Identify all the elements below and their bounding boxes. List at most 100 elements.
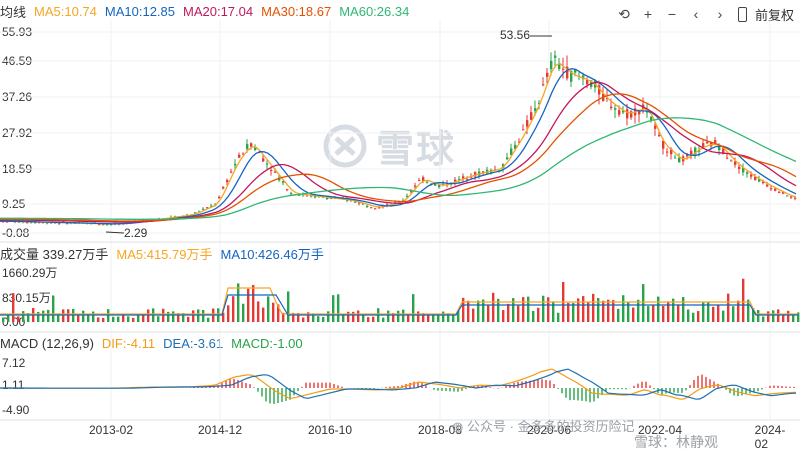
volume-bar: [577, 298, 580, 322]
adjust-toggle[interactable]: 前复权: [737, 5, 794, 24]
volume-bar: [667, 301, 670, 322]
volume-bar: [387, 310, 390, 322]
volume-bar: [27, 313, 30, 322]
chart-toolbar: ⟲ + − ‹ › 前复权: [612, 2, 794, 26]
candle-body: [542, 84, 545, 86]
candle-body: [730, 160, 733, 162]
volume-bar: [757, 310, 760, 322]
volume-bar: [487, 304, 490, 322]
candle-body: [694, 147, 697, 155]
candle-body: [366, 205, 369, 207]
volume-ma5-label: MA5:415.79万手: [116, 246, 213, 262]
candle-body: [702, 143, 705, 148]
volume-bar: [512, 298, 515, 322]
candle-body: [50, 222, 53, 224]
volume-bar: [752, 308, 755, 322]
volume-bar: [477, 300, 480, 322]
candle-body: [714, 140, 717, 143]
volume-bar: [582, 296, 585, 322]
candle-body: [658, 134, 661, 136]
volume-bar: [197, 309, 200, 322]
candle-body: [786, 195, 789, 197]
chevron-right-icon[interactable]: ›: [717, 6, 723, 22]
volume-bar: [432, 313, 435, 322]
volume-y-label: 1660.29万: [2, 266, 58, 280]
volume-bar: [642, 284, 645, 322]
candle-body: [766, 184, 769, 187]
volume-bar: [167, 311, 170, 322]
volume-bar: [47, 309, 50, 322]
candle-body: [266, 163, 269, 165]
chevron-left-icon[interactable]: ‹: [693, 6, 699, 22]
volume-bar: [242, 303, 245, 322]
volume-bar: [647, 306, 650, 322]
ma10-line: [0, 68, 797, 225]
volume-bar: [382, 317, 385, 322]
ma60-label: MA60:26.34: [339, 3, 410, 19]
volume-bar: [762, 316, 765, 322]
volume-bar: [272, 302, 275, 322]
adjust-label: 前复权: [754, 7, 794, 23]
volume-bar: [727, 293, 730, 322]
undo-icon[interactable]: ⟲: [618, 5, 630, 22]
volume-bar: [687, 309, 690, 322]
volume-bar: [697, 311, 700, 322]
volume-bar: [782, 314, 785, 322]
candle-body: [606, 98, 609, 100]
wechat-watermark: ◍ 公众号 · 金多多的投资历险记: [452, 416, 635, 435]
candle-body: [510, 148, 513, 155]
volume-bar: [77, 314, 80, 322]
volume-bar: [342, 314, 345, 322]
candle-body: [706, 141, 709, 144]
volume-bar: [122, 314, 125, 322]
candle-body: [354, 201, 357, 203]
volume-bar: [737, 300, 740, 322]
volume-ma5-line: [0, 287, 798, 315]
volume-bar: [682, 297, 685, 322]
volume-bar: [507, 303, 510, 322]
volume-bar: [172, 311, 175, 322]
dea-label: DEA:-3.61: [163, 335, 224, 351]
volume-bar: [82, 310, 85, 322]
candle-body: [526, 120, 529, 127]
volume-bar: [742, 278, 745, 322]
volume-bar: [607, 299, 610, 322]
volume-legend: 成交量 339.27万手 MA5:415.79万手 MA10:426.46万手: [0, 243, 332, 263]
candle-body: [230, 171, 233, 173]
volume-bar: [702, 302, 705, 322]
volume-bar: [637, 299, 640, 322]
candle-body: [370, 207, 373, 209]
candle-body: [234, 163, 237, 166]
volume-bar: [337, 294, 340, 322]
volume-bar: [557, 312, 560, 322]
xueqiu-watermark: 雪球: [322, 118, 456, 173]
volume-bar: [252, 284, 255, 322]
candle-body: [466, 178, 469, 180]
volume-bar: [87, 314, 90, 322]
candle-body: [738, 166, 741, 170]
candle-body: [274, 171, 277, 173]
candle-body: [638, 110, 641, 115]
candle-body: [690, 150, 693, 155]
candle-body: [654, 125, 657, 129]
minus-icon[interactable]: −: [667, 6, 677, 22]
candle-body: [282, 181, 285, 183]
candle-body: [618, 110, 621, 115]
chart-grid: [0, 20, 800, 421]
macd-legend-title: MACD (12,26,9): [0, 335, 94, 351]
volume-bar: [732, 306, 735, 322]
volume-bar: [237, 283, 240, 322]
volume-bar: [567, 302, 570, 322]
candle-body: [222, 187, 225, 189]
volume-bar: [662, 305, 665, 322]
volume-bar: [277, 304, 280, 322]
volume-bar: [7, 315, 10, 322]
volume-bar: [677, 304, 680, 322]
candle-body: [110, 224, 113, 226]
plus-icon[interactable]: +: [643, 6, 653, 22]
candle-body: [554, 55, 557, 58]
volume-bar: [132, 317, 135, 322]
candle-body: [662, 140, 665, 149]
volume-bar: [437, 313, 440, 322]
